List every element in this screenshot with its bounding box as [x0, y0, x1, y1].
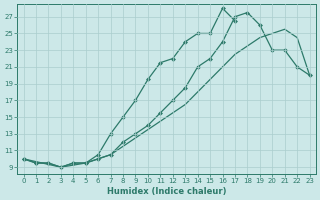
X-axis label: Humidex (Indice chaleur): Humidex (Indice chaleur): [107, 187, 226, 196]
